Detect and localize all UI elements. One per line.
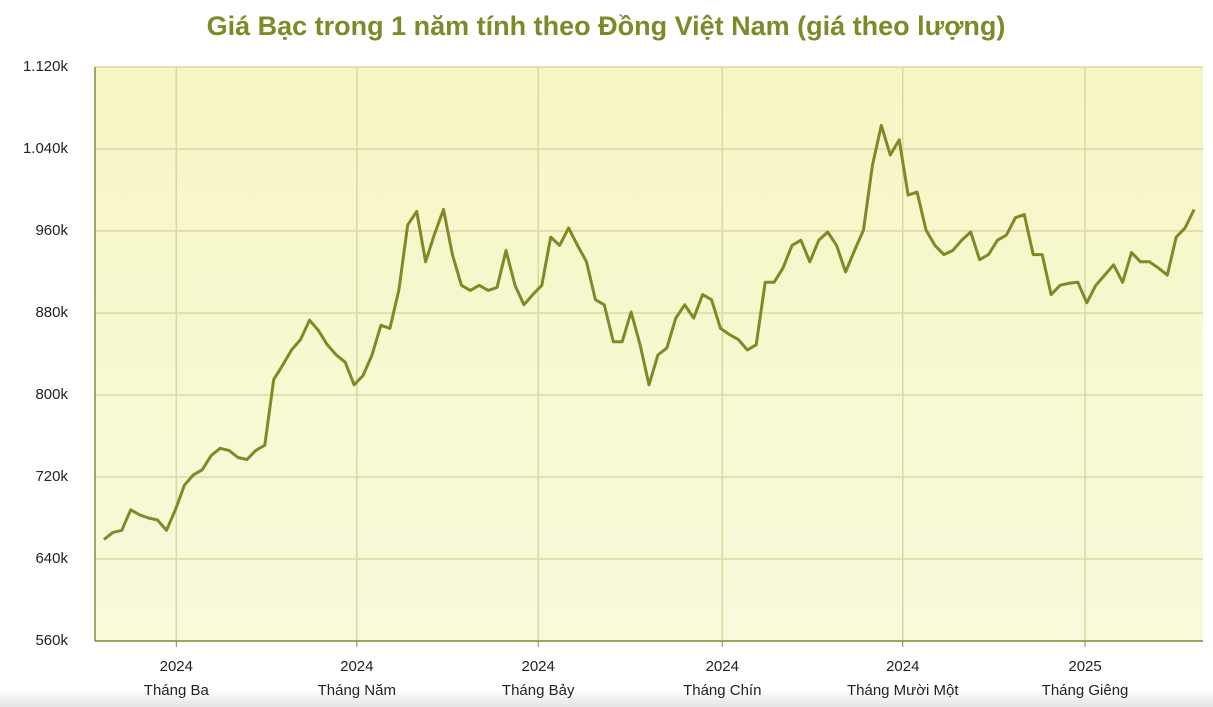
footer-strip bbox=[0, 690, 1213, 707]
y-tick-label: 800k bbox=[35, 386, 68, 403]
x-tick-year: 2024 bbox=[340, 658, 373, 675]
x-tick-label: Tháng Ba bbox=[144, 682, 210, 699]
y-tick-label: 640k bbox=[35, 550, 68, 567]
plot-area bbox=[95, 67, 1203, 641]
y-tick-label: 720k bbox=[35, 468, 68, 485]
y-tick-label: 1.120k bbox=[23, 58, 69, 75]
x-tick-year: 2024 bbox=[160, 658, 193, 675]
price-line bbox=[102, 123, 1196, 541]
y-tick-label: 960k bbox=[35, 222, 68, 239]
x-tick-label: Tháng Giêng bbox=[1042, 682, 1129, 699]
chart-title: Giá Bạc trong 1 năm tính theo Đồng Việt … bbox=[207, 11, 1006, 41]
x-tick-year: 2024 bbox=[886, 658, 919, 675]
y-tick-label: 560k bbox=[35, 632, 68, 649]
x-tick-year: 2025 bbox=[1068, 658, 1101, 675]
x-tick-year: 2024 bbox=[706, 658, 739, 675]
x-tick-label: Tháng Năm bbox=[318, 682, 396, 699]
x-tick-label: Tháng Bảy bbox=[502, 682, 575, 699]
x-tick-year: 2024 bbox=[522, 658, 555, 675]
y-tick-label: 1.040k bbox=[23, 140, 69, 157]
y-tick-label: 880k bbox=[35, 304, 68, 321]
x-tick-label: Tháng Chín bbox=[683, 682, 761, 699]
x-tick-label: Tháng Mười Một bbox=[847, 682, 959, 699]
